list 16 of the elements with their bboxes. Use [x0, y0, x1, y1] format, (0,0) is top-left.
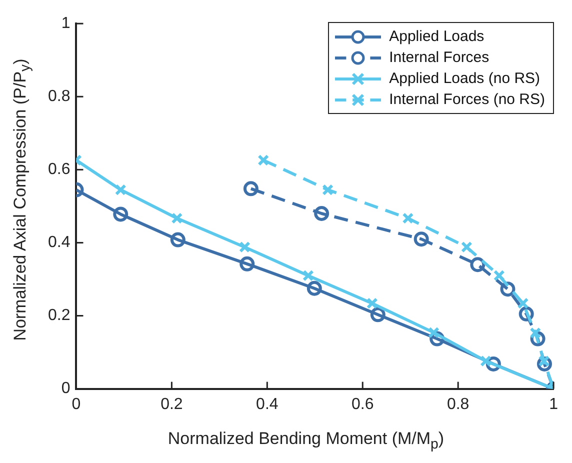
legend-label: Applied Loads: [389, 28, 484, 45]
x-tick-label: 0.4: [256, 396, 278, 413]
x-axis-title: Normalized Bending Moment (M/M$_{p}$): [166, 428, 446, 452]
y-tick-label: 0.8: [48, 88, 70, 106]
legend-label: Applied Loads (no RS): [389, 70, 540, 87]
y-tick-label: 0: [61, 380, 70, 398]
x-tick-label: 0.8: [446, 396, 470, 413]
y-tick-label: 0.6: [48, 161, 70, 178]
y-tick-label: 1: [61, 15, 70, 32]
x-tick-label: 0.2: [160, 396, 183, 413]
y-tick-label: 0.2: [48, 307, 70, 324]
legend-label: Internal Forces: [389, 49, 490, 66]
x-tick-label: 0.6: [352, 396, 374, 413]
legend-label: Internal Forces (no RS): [389, 91, 545, 108]
x-tick-label: 1: [549, 396, 558, 413]
y-tick-label: 0.4: [48, 234, 70, 252]
